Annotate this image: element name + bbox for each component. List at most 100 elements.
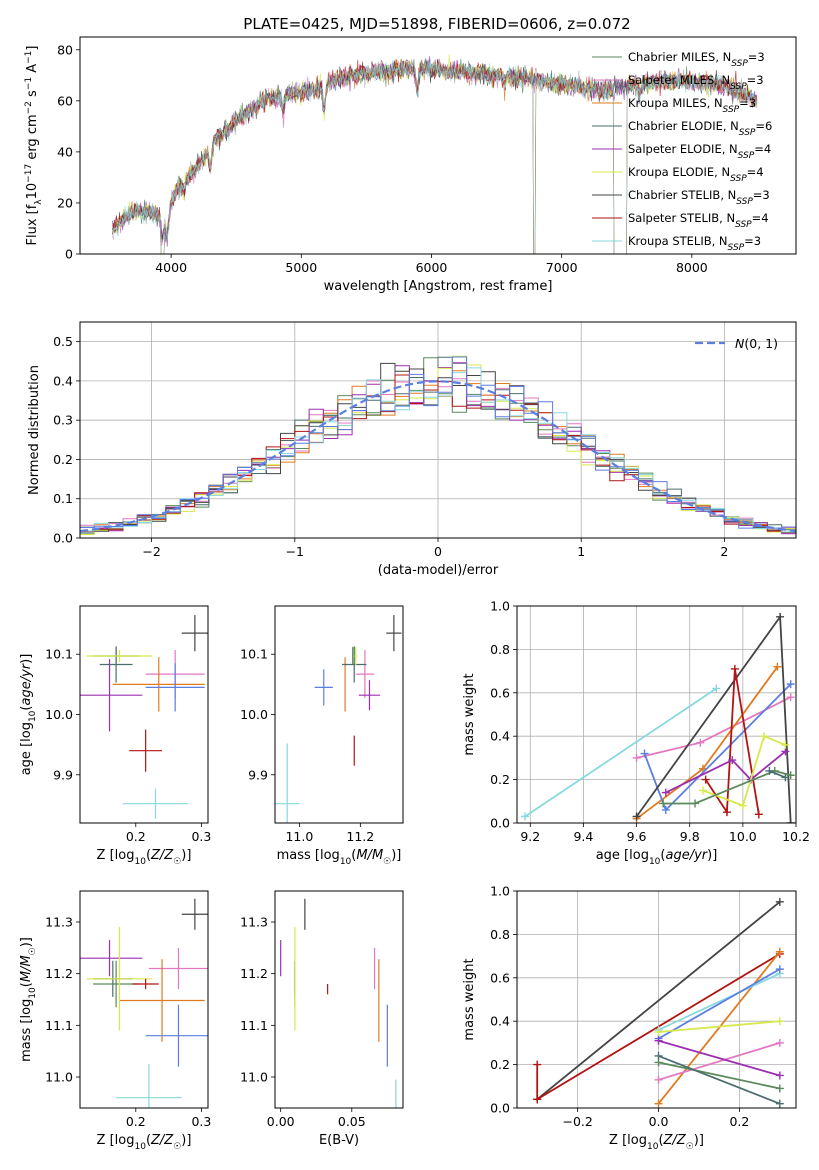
label-part: Salpeter STELIB, N [628,211,735,225]
label-part: )] [181,1133,191,1148]
label-part: mass weight [462,958,477,1040]
label-part: SSP [731,59,748,69]
plot-area [280,898,397,1108]
series-marker [533,1095,542,1104]
y-tick-label: 9.9 [53,767,73,782]
axes-frame [79,321,797,539]
label-part: )] [19,654,34,664]
y-tick-label: 10.0 [45,707,73,722]
x-tick-label: 7000 [546,260,578,275]
axes-frame [516,890,797,1109]
label-part: Normed distribution [27,365,42,495]
y-tick-label: 0.2 [490,772,510,787]
y-tick-label: 40 [57,144,73,159]
label-part: erg cm [25,114,40,163]
errorbar-point [86,650,153,663]
series-marker [696,738,705,747]
y-tick-label: 10.0 [240,707,268,722]
label-part: ( [146,848,151,863]
errorbar-point [145,663,205,712]
panel-mass-vs-Z: 0.2 0.311.011.111.211.3Z [log10(Z/Z☉)]mas… [19,890,211,1152]
y-axis-label: mass weight [462,958,477,1040]
series-marker [781,740,790,749]
series-line [658,1039,781,1077]
y-tick-label: 1.0 [490,884,510,899]
label-part: 10 [647,1142,659,1152]
errorbar-point [80,940,143,977]
series-marker [632,812,641,821]
series-marker [722,808,731,817]
series-marker [691,799,700,808]
label-part: E(B-V) [319,1133,359,1148]
label-part: )] [707,848,717,863]
label-part: 10 [134,1142,146,1152]
series-line [524,687,717,818]
panel-mass-vs-ebv: 0.00 0.05 11.0 11.1 11.2 11.3 E(B-V) [240,890,404,1148]
label-part: ( [19,706,34,711]
label-part: (0, 1) [744,336,778,351]
y-tick-label: 11.0 [45,1070,73,1085]
errorbar-point [148,947,208,990]
x-tick-label: 9.8 [680,829,700,844]
y-tick-label: 0.4 [490,1014,510,1029]
y-tick-label: 0.4 [490,729,510,744]
label-part: =3 [744,234,761,248]
y-tick-label: 0.0 [53,531,73,546]
series-marker [661,788,670,797]
x-axis-label: Z [log10(Z/Z☉)] [97,1133,192,1152]
legend-entry: N(0, 1) [735,336,778,351]
label-part: Z/Z [150,1133,174,1148]
axes-frame [79,605,209,824]
label-part: )] [694,1133,704,1148]
series-line [658,972,781,1031]
label-part: age [log [596,848,649,863]
y-tick-label: 9.9 [248,767,268,782]
series-marker [533,1060,542,1069]
errorbar-point [314,669,333,706]
y-tick-label: 0.1 [53,491,73,506]
y-tick-label: 0.3 [53,413,73,428]
x-tick-label: 1 [577,544,585,559]
x-axis-label: age [log10(age/yr)] [596,848,718,867]
label-part: =6 [755,119,772,133]
series-marker [701,775,710,784]
series-marker [654,1099,663,1108]
series-marker [775,965,784,974]
legend-entry: Salpeter MILES, NSSP=3 [628,73,764,92]
label-part: λ [34,199,44,205]
series-line [536,901,781,1100]
label-part: Z [log [97,848,135,863]
y-tick-label: 11.2 [240,966,268,981]
label-part: Flux [f [25,204,40,245]
x-tick-label: 9.6 [627,829,647,844]
x-tick-label: 0.3 [191,829,211,844]
x-tick-label: 0.05 [338,1114,366,1129]
y-tick-label: 11.1 [240,1018,268,1033]
label-part: M/M [19,955,34,982]
errorbar-point [342,646,367,683]
label-part: )] [181,848,191,863]
legend-entry: Kroupa STELIB, NSSP=3 [628,234,761,253]
errorbar-point [86,927,153,1031]
label-part: ☉ [173,1142,181,1152]
label-part: Chabrier STELIB, N [628,188,736,202]
series-marker [775,1038,784,1047]
plot-area [275,615,402,823]
label-part: 10 [28,987,38,999]
series-marker [775,897,784,906]
errorbar-point [80,659,143,732]
series-line [657,951,781,1105]
y-tick-label: 0.8 [490,642,510,657]
label-part: age/yr [19,662,34,705]
x-tick-label: 10.2 [782,829,810,844]
x-tick-label: 0.2 [126,1114,146,1129]
series-line [769,770,786,779]
errorbar-point [93,960,140,1008]
y-tick-label: 0.2 [490,1057,510,1072]
label-part: −1 [24,77,34,90]
x-tick-label: 9.2 [520,829,540,844]
errorbar-point [275,743,300,823]
x-tick-label: 0.2 [729,1114,749,1129]
series-marker [738,801,747,810]
errorbar-point [358,680,381,711]
